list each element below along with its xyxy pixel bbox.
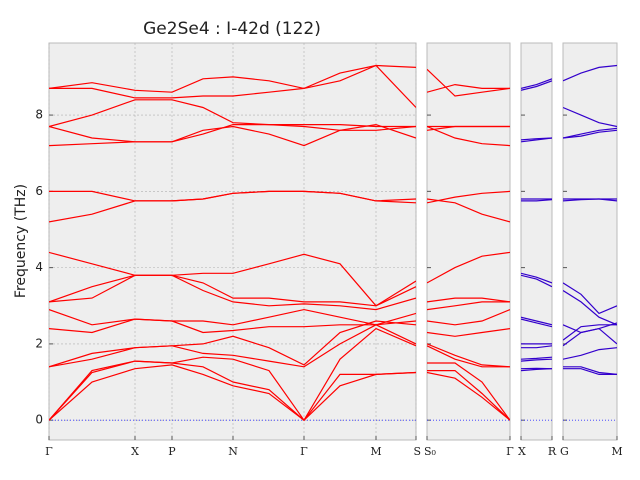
band-line [563,368,617,375]
band-line [49,308,416,326]
band-line [563,347,617,360]
y-tick-label: 8 [35,108,43,122]
band-line [563,129,617,139]
band-line [49,123,416,147]
band-line [49,324,416,368]
x-tick-label: Γ [300,445,308,458]
x-tick-label: Γ [506,445,514,458]
band-line [427,68,510,97]
band-line [427,345,510,368]
band-line [521,318,552,328]
band-line [563,366,617,375]
band-line [49,360,416,422]
band-line [49,320,416,368]
band-line [521,137,552,141]
band-line [427,251,510,284]
x-tick-label: Γ [45,445,53,458]
x-tick-label: S₀ [424,445,437,458]
band-line [521,272,552,284]
band-line [49,274,416,307]
band-line [49,190,416,204]
band-line [427,328,510,337]
band-line [49,64,416,108]
band-line [49,327,416,422]
band-line [49,124,416,143]
band-line [563,64,617,82]
band-line [521,356,552,360]
chart-title: Ge2Se4 : I-42d (122) [143,19,321,39]
band-line [563,106,617,128]
band-line [49,364,416,421]
x-tick-label: S [413,445,421,458]
band-line [563,324,617,341]
band-line [563,198,617,202]
band-line [563,289,617,326]
y-tick-label: 4 [35,260,43,274]
band-line [427,301,510,311]
x-tick-label: M [370,445,381,458]
band-line [427,309,510,326]
x-tick-label: G [560,445,569,458]
x-tick-label: P [168,445,176,458]
band-line [521,358,552,362]
x-tick-label: R [548,445,557,458]
band-line [427,198,510,223]
band-line [427,190,510,204]
band-line [563,127,617,139]
band-line [427,297,510,303]
x-tick-label: M [611,445,622,458]
band-line [49,274,416,311]
band-line [521,80,552,91]
band-line [49,64,416,93]
x-tick-label: N [228,445,238,458]
plot-area [426,42,511,441]
band-line [49,251,416,307]
band-line [427,371,510,421]
y-tick-label: 6 [35,184,43,198]
y-axis-label: Frequency (THz) [13,184,29,298]
band-line [521,274,552,288]
band-line [427,362,510,421]
band-line [427,343,510,368]
plot-area [520,42,553,441]
plot-area [562,42,618,441]
band-line [427,370,510,421]
x-tick-label: X [518,445,526,458]
band-line [521,316,552,326]
band-line [521,345,552,349]
band-line [427,125,510,147]
band-line [49,318,416,334]
band-line [563,282,617,315]
x-tick-label: X [131,445,139,458]
plot-area [48,42,417,441]
y-tick-label: 0 [35,413,43,427]
band-line [521,78,552,89]
band-line [49,99,416,128]
y-tick-label: 2 [35,336,43,350]
band-line [563,322,617,334]
band-line [427,83,510,93]
band-line [521,199,552,202]
